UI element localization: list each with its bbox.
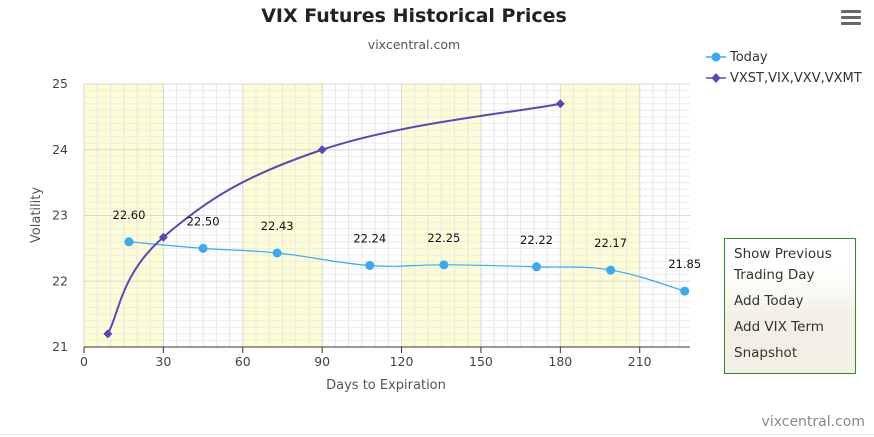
data-point-term xyxy=(317,145,327,155)
x-tick-label: 0 xyxy=(80,354,88,369)
data-point-today xyxy=(124,237,134,247)
legend-item-today[interactable]: Today xyxy=(706,48,768,66)
legend-label-term: VXST,VIX,VXV,VXMT xyxy=(730,70,862,86)
legend-circle-marker-icon xyxy=(706,52,726,62)
x-axis-label: Days to Expiration xyxy=(326,378,446,393)
add-today-link[interactable]: Add Today xyxy=(734,293,804,309)
credit-link[interactable]: vixcentral.com xyxy=(761,414,865,430)
x-tick-label: 60 xyxy=(235,354,251,369)
x-tick-label: 120 xyxy=(390,354,414,369)
data-point-today xyxy=(680,286,690,296)
add-vix-term-link[interactable]: Add VIX Term xyxy=(734,319,824,335)
data-point-today xyxy=(439,260,449,270)
data-label: 22.43 xyxy=(261,219,294,233)
y-tick-label: 21 xyxy=(52,339,68,354)
data-label: 22.60 xyxy=(113,208,146,222)
data-label: 21.85 xyxy=(668,257,701,271)
legend-diamond-marker-icon xyxy=(706,73,726,83)
data-label: 22.25 xyxy=(427,231,460,245)
legend-item-term[interactable]: VXST,VIX,VXV,VXMT xyxy=(706,69,862,87)
x-tick-label: 180 xyxy=(548,354,572,369)
y-tick-label: 25 xyxy=(52,76,68,91)
snapshot-link[interactable]: Snapshot xyxy=(734,345,798,361)
show-previous-trading-day-link[interactable]: Show Previous Trading Day xyxy=(734,246,832,283)
chart-title: VIX Futures Historical Prices xyxy=(261,5,567,27)
data-label: 22.50 xyxy=(187,214,220,228)
hamburger-menu-icon[interactable] xyxy=(840,8,862,26)
series-line-term xyxy=(106,102,561,335)
bottom-divider xyxy=(0,434,874,435)
data-label: 22.24 xyxy=(353,231,386,245)
y-axis-label: Volatility xyxy=(29,187,44,243)
side-panel: Show Previous Trading Day Add Today Add … xyxy=(724,238,856,374)
x-tick-label: 90 xyxy=(314,354,330,369)
data-point-term xyxy=(158,232,168,242)
data-point-today xyxy=(272,248,282,258)
chart-subtitle: vixcentral.com xyxy=(367,37,461,52)
x-tick-label: 150 xyxy=(469,354,493,369)
x-tick-label: 210 xyxy=(628,354,652,369)
data-point-today xyxy=(198,243,208,253)
data-point-term xyxy=(555,99,565,109)
y-tick-label: 24 xyxy=(52,142,68,157)
data-point-today xyxy=(365,260,375,270)
y-tick-label: 22 xyxy=(52,273,68,288)
data-point-term xyxy=(103,329,113,339)
data-point-today xyxy=(532,262,542,272)
y-tick-label: 23 xyxy=(52,208,68,223)
data-label: 22.17 xyxy=(594,236,627,250)
legend-label-today: Today xyxy=(730,49,768,65)
series-line-today xyxy=(128,241,685,292)
data-label: 22.22 xyxy=(520,233,553,247)
data-point-today xyxy=(606,265,616,275)
x-tick-label: 30 xyxy=(155,354,171,369)
